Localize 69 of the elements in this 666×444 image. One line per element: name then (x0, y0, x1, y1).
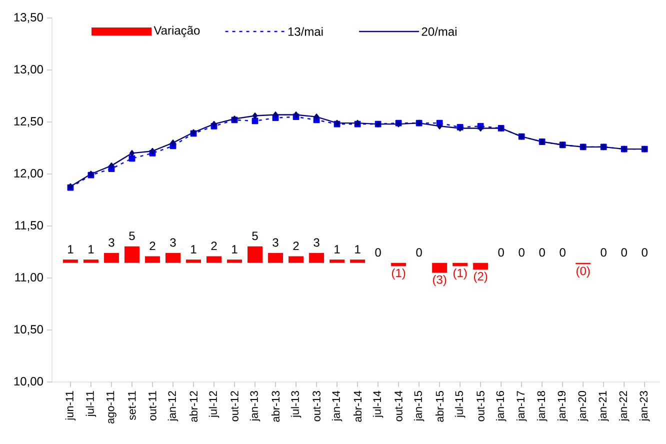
data-label: 3 (272, 238, 278, 247)
x-tick-label: jan-16 (496, 391, 506, 422)
legend-label: Variação (154, 26, 200, 38)
data-label: (2) (474, 272, 488, 283)
y-tick-label: 10,00 (14, 377, 43, 387)
x-tick-label: jul-15 (454, 391, 466, 418)
x-tick-label: out-15 (476, 391, 484, 422)
data-label: 1 (334, 245, 340, 254)
x-tick-label: abr-15 (436, 391, 444, 422)
data-label: 0 (560, 248, 566, 257)
x-tick-label: jul-11 (86, 391, 96, 417)
data-label: 2 (293, 242, 299, 250)
data-label: 1 (355, 245, 360, 254)
y-tick-label: 12,50 (14, 117, 43, 127)
y-tick-label: 10,50 (14, 325, 43, 335)
x-tick-label: jan-14 (332, 390, 342, 422)
data-label: 1 (232, 245, 238, 254)
x-tick-label: out-14 (394, 390, 402, 422)
data-label: 5 (129, 232, 135, 240)
data-label: 0 (642, 248, 648, 257)
x-tick-label: jan-17 (516, 391, 527, 422)
x-tick-label: set-11 (128, 391, 136, 420)
x-tick-label: jan-18 (536, 391, 548, 422)
x-tick-label: jan-19 (557, 391, 568, 422)
data-label: 1 (191, 245, 196, 254)
y-tick-label: 12,00 (14, 169, 43, 179)
data-label: 0 (539, 248, 545, 257)
data-label: 2 (150, 242, 156, 250)
data-label: 0 (498, 248, 504, 257)
x-tick-label: out-11 (148, 391, 156, 420)
data-label: 1 (68, 245, 74, 254)
data-label: 5 (252, 232, 258, 240)
data-label: 3 (108, 238, 114, 247)
data-label: 3 (314, 238, 320, 247)
x-tick-label: abr-14 (354, 390, 362, 422)
y-tick-label: 11,00 (15, 273, 43, 283)
x-tick-label: ago-11 (106, 391, 116, 424)
x-tick-label: jan-21 (598, 391, 609, 422)
y-tick-label: 11,50 (15, 221, 43, 231)
x-tick-label: jan-15 (414, 391, 424, 422)
data-label: 0 (375, 248, 381, 257)
x-tick-label: jun-11 (65, 391, 76, 421)
x-tick-label: jul-12 (208, 391, 220, 418)
data-label: 3 (170, 238, 176, 247)
x-tick-label: out-12 (230, 391, 238, 422)
x-tick-label: jan-23 (640, 391, 650, 422)
x-tick-label: jan-20 (578, 390, 588, 422)
x-tick-label: out-13 (312, 391, 320, 422)
x-tick-label: abr-12 (189, 391, 198, 422)
data-label: (0) (576, 266, 590, 278)
data-label: 0 (621, 248, 627, 257)
data-label: 2 (211, 242, 217, 250)
legend-label: 20/mai (422, 27, 456, 36)
data-label: (3) (432, 275, 446, 286)
data-label: 0 (600, 248, 606, 257)
data-label: 0 (416, 248, 422, 257)
x-tick-label: abr-13 (271, 391, 280, 422)
x-tick-label: jan-12 (168, 391, 178, 422)
x-tick-label: jul-13 (290, 391, 302, 418)
x-tick-label: jul-14 (372, 390, 384, 418)
x-tick-label: jan-13 (250, 391, 260, 422)
y-tick-label: 13,00 (14, 65, 43, 75)
data-label: 1 (88, 245, 94, 254)
data-label: (1) (392, 268, 406, 280)
x-tick-label: jan-22 (619, 391, 630, 422)
data-label: (1) (453, 268, 467, 280)
legend-label: 13/mai (288, 27, 323, 36)
data-label: 0 (518, 248, 524, 257)
y-tick-label: 13,50 (14, 13, 43, 23)
